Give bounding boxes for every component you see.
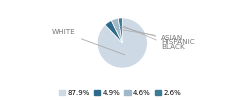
Text: HISPANIC: HISPANIC	[120, 26, 195, 45]
Text: WHITE: WHITE	[52, 30, 125, 55]
Text: ASIAN: ASIAN	[115, 29, 183, 41]
Wedge shape	[111, 18, 122, 43]
Legend: 87.9%, 4.9%, 4.6%, 2.6%: 87.9%, 4.9%, 4.6%, 2.6%	[58, 89, 182, 96]
Wedge shape	[105, 20, 122, 43]
Wedge shape	[118, 18, 122, 43]
Text: BLACK: BLACK	[123, 26, 185, 50]
Wedge shape	[97, 18, 147, 68]
